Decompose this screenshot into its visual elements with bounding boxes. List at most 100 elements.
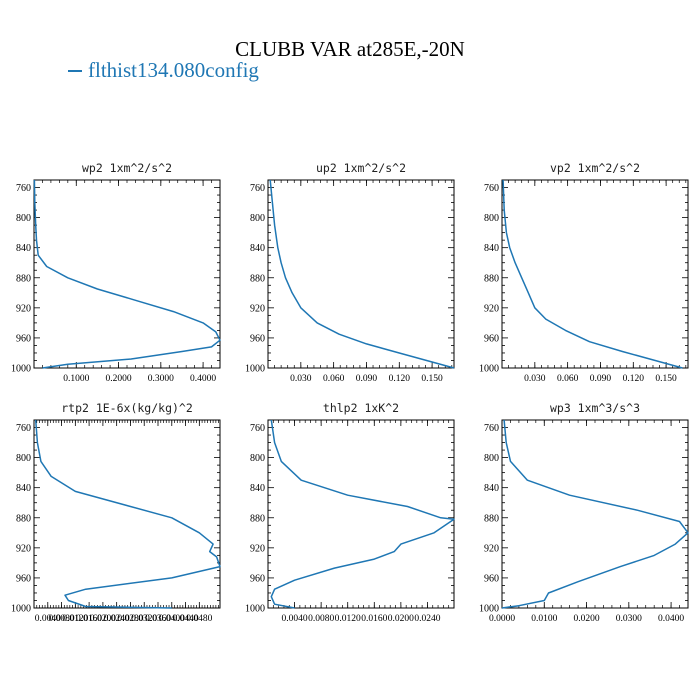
- chart-panel: wp2 1xm^2/s^2 760 800 840 880 920 960 1000 0.100…: [11, 161, 221, 384]
- y-tick-label: 800: [484, 453, 499, 464]
- x-tick-label: 0.060: [557, 374, 579, 384]
- x-tick-label: 0.0300: [616, 614, 642, 624]
- plot-frame: [501, 419, 689, 609]
- y-tick-label: 880: [250, 513, 265, 524]
- y-tick-label: 1000: [11, 364, 31, 375]
- chart-title: vp2 1xm^2/s^2: [550, 161, 640, 175]
- y-tick-label: 760: [16, 183, 31, 194]
- series-line: [502, 179, 683, 369]
- x-tick-label: 0.3000: [148, 374, 174, 384]
- legend-line-swatch: [68, 70, 82, 73]
- x-tick-label: 0.0480: [186, 614, 212, 624]
- legend: flthist134.080config: [68, 58, 259, 83]
- x-tick-label: 0.060: [323, 374, 345, 384]
- x-tick-label: 0.1000: [63, 374, 89, 384]
- chart-title: up2 1xm^2/s^2: [316, 161, 406, 175]
- x-tick-label: 0.0040: [282, 614, 308, 624]
- series-line: [270, 419, 455, 609]
- x-tick-label: 0.0120: [335, 614, 361, 624]
- y-tick-label: 840: [16, 483, 31, 494]
- plot-frame: [267, 179, 455, 369]
- y-tick-label: 760: [250, 423, 265, 434]
- y-tick-label: 880: [16, 513, 31, 524]
- y-tick-label: 760: [250, 183, 265, 194]
- chart-title: rtp2 1E-6x(kg/kg)^2: [61, 401, 193, 415]
- y-tick-label: 960: [250, 333, 265, 344]
- x-tick-label: 0.0240: [414, 614, 440, 624]
- y-tick-label: 1000: [479, 364, 499, 375]
- x-tick-label: 0.4000: [190, 374, 216, 384]
- chart-panel: up2 1xm^2/s^2 760 800 840 880 920 960 1000 0.030…: [245, 161, 455, 384]
- y-tick-label: 1000: [245, 364, 265, 375]
- y-tick-label: 960: [484, 333, 499, 344]
- y-tick-label: 840: [16, 243, 31, 254]
- chart-panel: rtp2 1E-6x(kg/kg)^2 760 800 840 880 920 960 100…: [11, 401, 221, 624]
- x-tick-label: 0.0400: [159, 614, 185, 624]
- x-tick-label: 0.090: [590, 374, 612, 384]
- plot-frame: [501, 179, 689, 369]
- x-tick-label: 0.0080: [48, 614, 74, 624]
- y-tick-label: 880: [16, 273, 31, 284]
- x-tick-label: 0.150: [421, 374, 443, 384]
- x-tick-label: 0.0440: [172, 614, 198, 624]
- chart-title: wp2 1xm^2/s^2: [82, 161, 172, 175]
- y-tick-label: 800: [484, 213, 499, 224]
- x-tick-label: 0.120: [389, 374, 411, 384]
- y-tick-label: 880: [250, 273, 265, 284]
- y-tick-label: 800: [250, 213, 265, 224]
- x-tick-label: 0.0200: [573, 614, 599, 624]
- y-tick-label: 760: [16, 423, 31, 434]
- x-tick-label: 0.0160: [76, 614, 102, 624]
- y-tick-label: 760: [484, 423, 499, 434]
- y-tick-label: 1000: [11, 604, 31, 615]
- y-tick-label: 880: [484, 513, 499, 524]
- x-tick-label: 0.0360: [145, 614, 171, 624]
- plot-frame: [267, 419, 455, 609]
- chart-panel: wp3 1xm^3/s^3 760 800 840 880 920 960 10000.000…: [479, 401, 689, 624]
- x-tick-label: 0.0000: [489, 614, 515, 624]
- y-tick-label: 760: [484, 183, 499, 194]
- page-title: CLUBB VAR at285E,-20N: [235, 37, 465, 61]
- y-tick-label: 1000: [245, 604, 265, 615]
- x-tick-label: 0.090: [356, 374, 378, 384]
- y-tick-label: 960: [484, 573, 499, 584]
- x-tick-label: 0.0320: [131, 614, 157, 624]
- y-tick-label: 960: [250, 573, 265, 584]
- y-tick-label: 840: [250, 243, 265, 254]
- x-tick-label: 0.0080: [308, 614, 334, 624]
- x-tick-label: 0.0120: [62, 614, 88, 624]
- x-tick-label: 0.0160: [361, 614, 387, 624]
- x-tick-label: 0.120: [623, 374, 645, 384]
- x-tick-label: 0.150: [655, 374, 677, 384]
- chart-title: thlp2 1xK^2: [323, 401, 399, 415]
- y-tick-label: 840: [484, 483, 499, 494]
- y-tick-label: 800: [16, 453, 31, 464]
- series-line: [501, 419, 689, 609]
- x-tick-label: 0.030: [524, 374, 546, 384]
- y-tick-label: 960: [16, 573, 31, 584]
- series-line: [269, 179, 455, 369]
- chart-panel: vp2 1xm^2/s^2 760 800 840 880 920 960 1000 0.030…: [479, 161, 689, 384]
- x-tick-label: 0.030: [290, 374, 312, 384]
- x-tick-label: 0.0040: [35, 614, 61, 624]
- y-tick-label: 840: [250, 483, 265, 494]
- y-tick-label: 920: [16, 543, 31, 554]
- series-line: [34, 419, 221, 609]
- y-tick-label: 920: [16, 303, 31, 314]
- chart-title: wp3 1xm^3/s^3: [550, 401, 640, 415]
- x-tick-label: 0.0100: [531, 614, 557, 624]
- y-tick-label: 920: [484, 303, 499, 314]
- y-tick-label: 800: [16, 213, 31, 224]
- x-tick-label: 0.0400: [658, 614, 684, 624]
- y-tick-label: 1000: [479, 604, 499, 615]
- y-tick-label: 920: [250, 543, 265, 554]
- y-tick-label: 920: [250, 303, 265, 314]
- legend-label: flthist134.080config: [88, 58, 259, 82]
- y-tick-label: 800: [250, 453, 265, 464]
- x-tick-label: 0.2000: [105, 374, 131, 384]
- series-line: [33, 179, 221, 369]
- x-tick-label: 0.0200: [90, 614, 116, 624]
- x-tick-label: 0.0200: [388, 614, 414, 624]
